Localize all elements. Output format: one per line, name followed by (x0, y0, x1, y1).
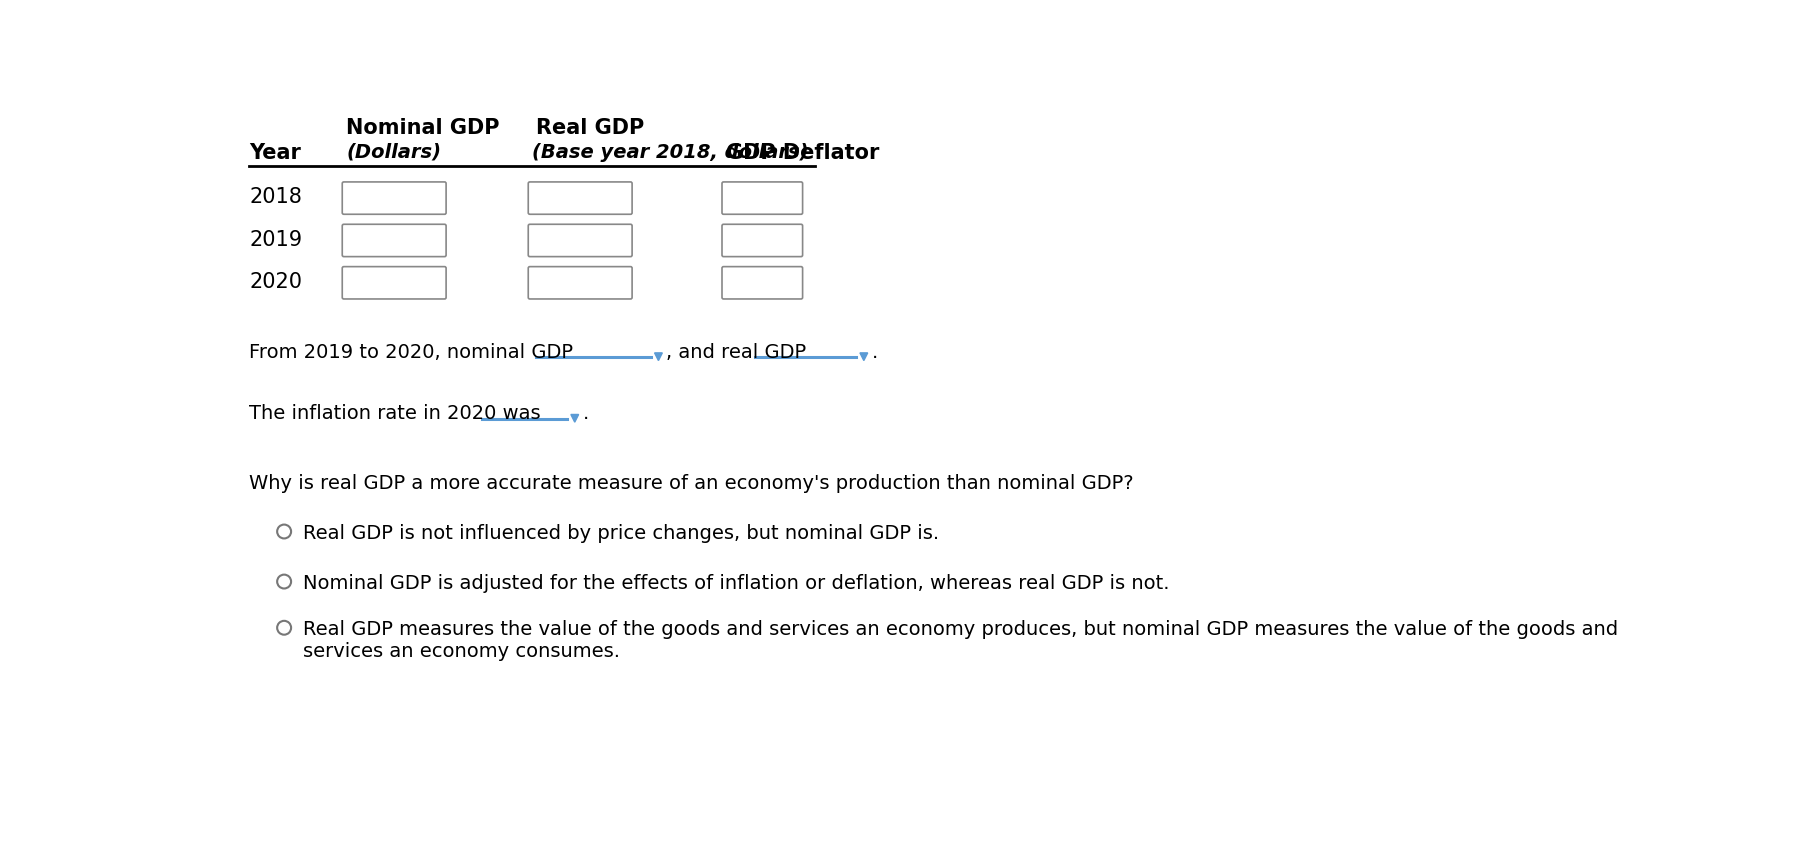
FancyBboxPatch shape (721, 224, 802, 257)
Text: 2019: 2019 (249, 230, 302, 250)
Text: Real GDP: Real GDP (535, 118, 643, 138)
FancyBboxPatch shape (528, 266, 632, 299)
Text: Real GDP is not influenced by price changes, but nominal GDP is.: Real GDP is not influenced by price chan… (304, 523, 940, 542)
Text: Why is real GDP a more accurate measure of an economy's production than nominal : Why is real GDP a more accurate measure … (249, 474, 1133, 493)
Text: (Dollars): (Dollars) (345, 142, 441, 161)
Text: GDP Deflator: GDP Deflator (725, 142, 878, 162)
Text: 2018: 2018 (249, 187, 302, 207)
Polygon shape (654, 353, 661, 360)
Text: (Base year 2018, dollars): (Base year 2018, dollars) (531, 142, 808, 161)
Text: 2020: 2020 (249, 272, 302, 292)
Text: The inflation rate in 2020 was: The inflation rate in 2020 was (249, 404, 540, 424)
Text: .: . (871, 343, 878, 362)
FancyBboxPatch shape (528, 182, 632, 214)
FancyBboxPatch shape (721, 266, 802, 299)
FancyBboxPatch shape (528, 224, 632, 257)
Polygon shape (860, 353, 867, 360)
Polygon shape (571, 415, 578, 422)
FancyBboxPatch shape (342, 224, 446, 257)
Text: .: . (582, 404, 589, 424)
Text: Year: Year (249, 142, 302, 162)
Text: Real GDP measures the value of the goods and services an economy produces, but n: Real GDP measures the value of the goods… (304, 620, 1617, 661)
Text: From 2019 to 2020, nominal GDP: From 2019 to 2020, nominal GDP (249, 343, 573, 362)
Text: Nominal GDP: Nominal GDP (345, 118, 499, 138)
Text: , and real GDP: , and real GDP (665, 343, 806, 362)
FancyBboxPatch shape (342, 182, 446, 214)
FancyBboxPatch shape (342, 266, 446, 299)
Text: Nominal GDP is adjusted for the effects of inflation or deflation, whereas real : Nominal GDP is adjusted for the effects … (304, 574, 1169, 593)
FancyBboxPatch shape (721, 182, 802, 214)
